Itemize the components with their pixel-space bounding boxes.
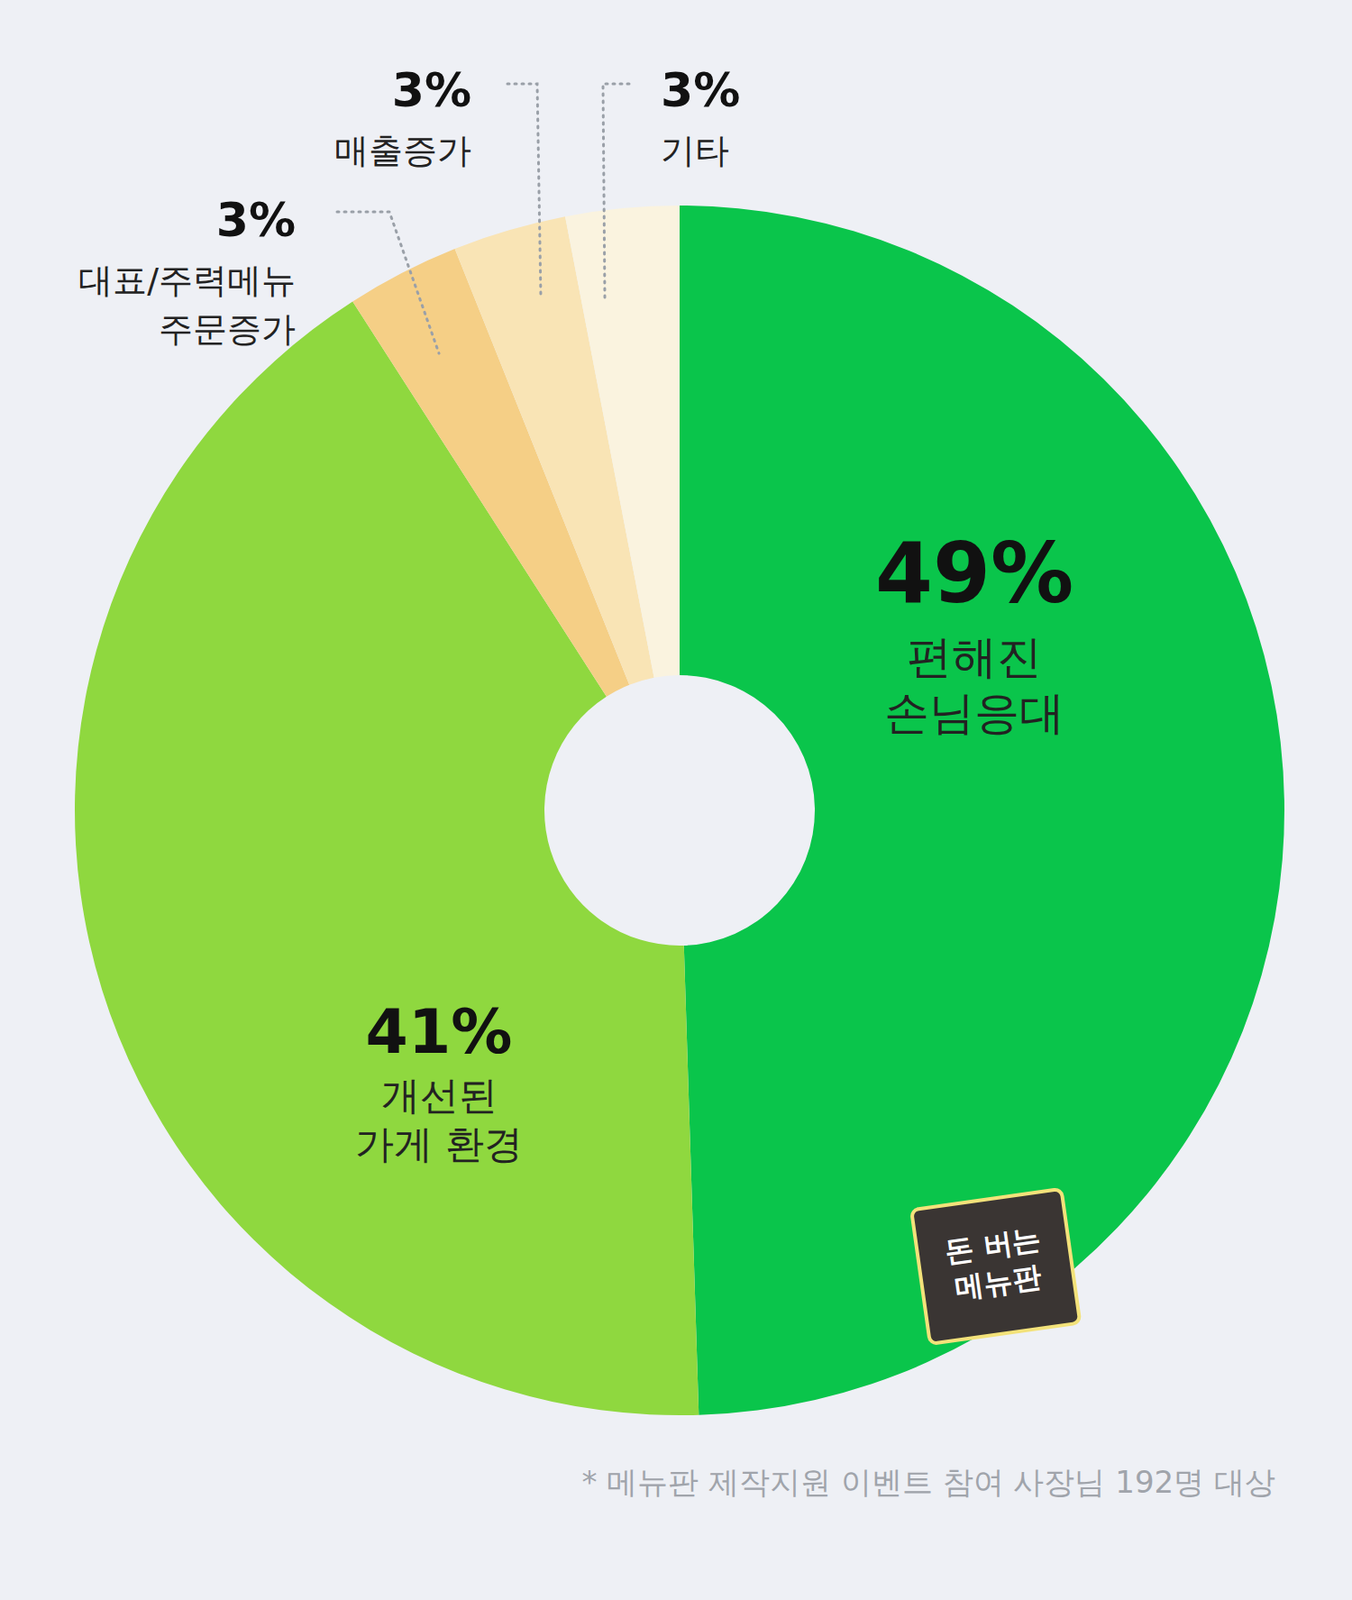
svg-text:3%: 3% (216, 192, 296, 247)
svg-text:3%: 3% (392, 63, 472, 118)
svg-text:개선된: 개선된 (381, 1072, 498, 1118)
svg-text:메뉴판: 메뉴판 (952, 1259, 1043, 1306)
svg-text:41%: 41% (365, 995, 513, 1068)
svg-text:손님응대: 손님응대 (884, 686, 1065, 740)
svg-text:가게 환경: 가게 환경 (355, 1121, 523, 1167)
svg-text:3%: 3% (660, 63, 740, 118)
svg-text:대표/주력메뉴: 대표/주력메뉴 (78, 260, 296, 301)
html-text:* 메뉴판 제작지원 이벤트 참여 사장님 192명 대상: * 메뉴판 제작지원 이벤트 참여 사장님 192명 대상 (581, 1463, 1276, 1500)
svg-text:49%: 49% (875, 525, 1074, 622)
svg-text:기타: 기타 (660, 130, 730, 171)
svg-text:돈 버는: 돈 버는 (942, 1221, 1043, 1270)
svg-text:주문증가: 주문증가 (158, 309, 296, 349)
svg-text:편해진: 편해진 (906, 630, 1042, 684)
svg-text:매출증가: 매출증가 (334, 130, 472, 171)
